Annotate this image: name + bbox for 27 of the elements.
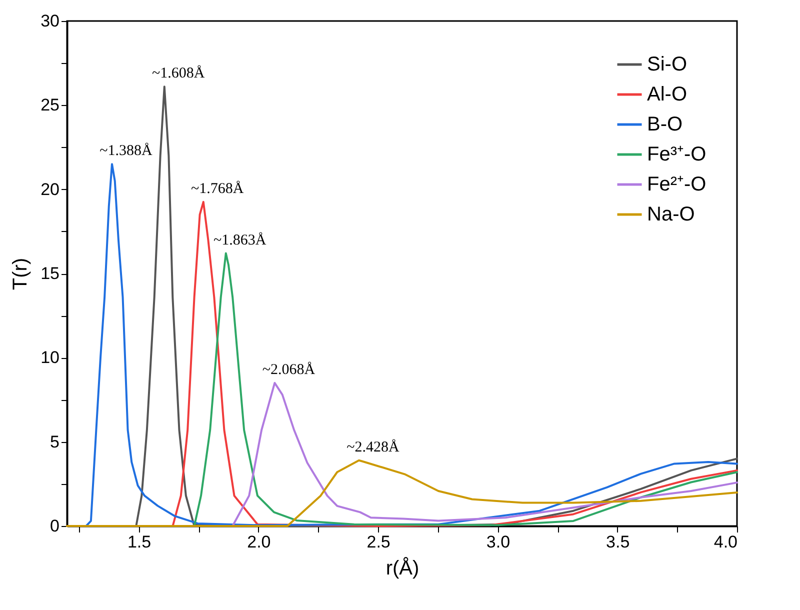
y-tick-label: 5 <box>50 432 60 452</box>
y-tick-label: 20 <box>40 180 60 199</box>
annotation: ~1.768Å <box>191 180 244 197</box>
y-tick-label: 30 <box>40 12 60 30</box>
annotation: ~1.388Å <box>100 142 152 160</box>
y-tick-label: 10 <box>40 348 60 368</box>
legend-label: Na-O <box>647 204 695 226</box>
x-tick-label: 2.5 <box>366 532 390 552</box>
legend-label: Si-O <box>647 54 687 76</box>
y-tick-label: 25 <box>40 96 60 115</box>
x-axis-title: r(Å) <box>386 556 420 580</box>
x-tick-label: 1.5 <box>127 532 152 552</box>
x-tick-label: 3.0 <box>486 532 510 552</box>
legend-label: B-O <box>647 114 683 136</box>
legend-label: Al-O <box>647 84 687 106</box>
y-tick-label: 15 <box>40 264 60 283</box>
annotation: ~1.608Å <box>152 64 205 82</box>
x-tick-label: 2.0 <box>247 532 271 552</box>
annotation: ~2.428Å <box>346 438 400 456</box>
x-tick-label: 3.5 <box>606 532 630 552</box>
legend-label: Fe³⁺-O <box>647 144 706 166</box>
y-tick-label: 0 <box>50 516 60 536</box>
legend-label: Fe²⁺-O <box>647 174 706 196</box>
annotation: ~1.863Å <box>214 231 266 248</box>
x-tick-label: 4.0 <box>714 532 738 552</box>
annotation: ~2.068Å <box>262 360 316 378</box>
y-axis-title: T(r) <box>10 258 32 290</box>
